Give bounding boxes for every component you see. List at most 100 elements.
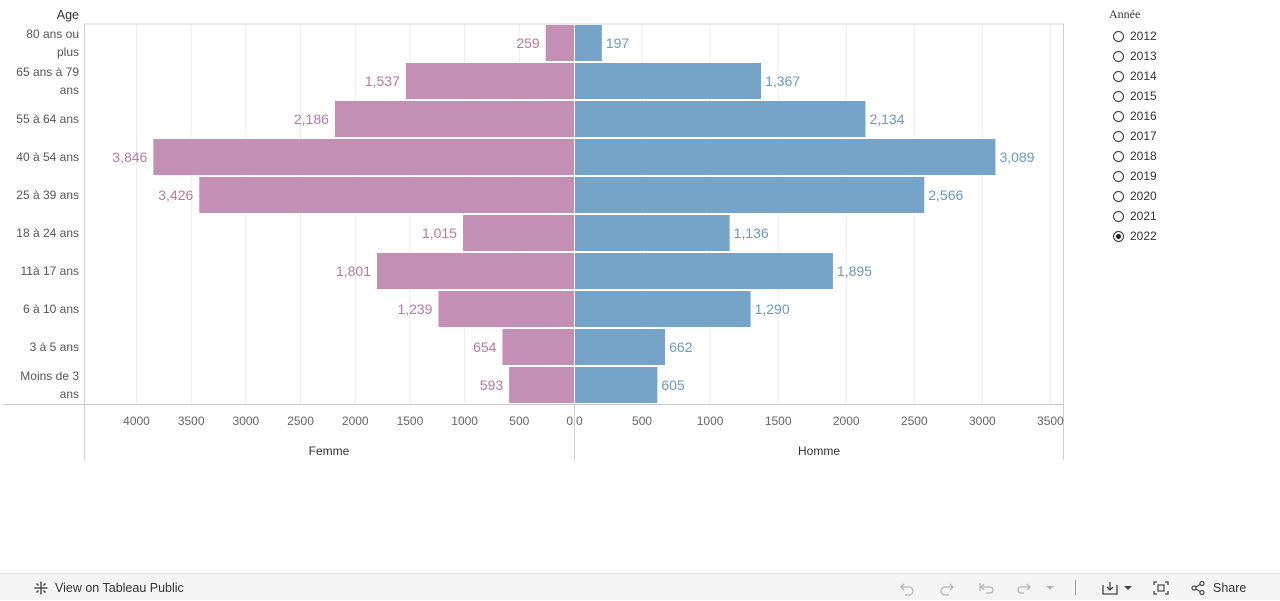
radio-icon[interactable] <box>1113 110 1124 122</box>
radio-icon[interactable] <box>1113 170 1124 182</box>
tableau-toolbar: View on Tableau Public Share <box>0 573 1280 600</box>
data-label-femme: 1,537 <box>365 73 400 89</box>
data-label-femme: 1,015 <box>422 225 457 241</box>
radio-icon[interactable] <box>1113 190 1124 202</box>
radio-icon[interactable] <box>1113 90 1124 102</box>
data-label-homme: 1,367 <box>765 73 800 89</box>
radio-icon[interactable] <box>1113 230 1124 242</box>
x-tick-label-homme: 0 <box>576 414 583 428</box>
bar-homme <box>575 177 925 213</box>
year-option-2018[interactable]: 2018 <box>1109 146 1269 166</box>
year-option-label: 2018 <box>1130 149 1157 163</box>
data-label-homme: 605 <box>661 377 685 393</box>
view-on-tableau-public-link[interactable]: View on Tableau Public <box>33 574 184 601</box>
year-option-2015[interactable]: 2015 <box>1109 86 1269 106</box>
share-button[interactable]: Share <box>1190 574 1246 601</box>
category-label: 40 à 54 ans <box>16 150 79 164</box>
data-label-femme: 1,239 <box>397 301 432 317</box>
radio-icon[interactable] <box>1113 130 1124 142</box>
download-icon <box>1102 581 1118 595</box>
bar-femme <box>377 253 574 289</box>
redo-icon <box>940 583 954 596</box>
undo-button[interactable] <box>899 574 915 601</box>
category-label: 25 à 39 ans <box>16 188 79 202</box>
revert-button[interactable] <box>978 574 996 601</box>
year-option-label: 2016 <box>1130 109 1157 123</box>
year-option-2014[interactable]: 2014 <box>1109 66 1269 86</box>
radio-icon[interactable] <box>1113 50 1124 62</box>
bar-femme <box>509 367 574 403</box>
refresh-icon <box>1017 583 1031 594</box>
pause-dropdown-button[interactable] <box>1045 574 1055 601</box>
row-header-age: Age <box>57 8 79 22</box>
x-tick-label-femme: 2500 <box>287 414 314 428</box>
data-label-femme: 3,846 <box>112 149 147 165</box>
category-label: 55 à 64 ans <box>16 112 79 126</box>
bar-homme <box>575 367 658 403</box>
year-option-2021[interactable]: 2021 <box>1109 206 1269 226</box>
x-tick-label-femme: 3500 <box>178 414 205 428</box>
radio-icon[interactable] <box>1113 30 1124 42</box>
data-label-homme: 1,290 <box>755 301 790 317</box>
year-option-label: 2013 <box>1130 49 1157 63</box>
data-label-homme: 3,089 <box>999 149 1034 165</box>
bar-femme <box>153 139 574 175</box>
category-label: Moins de 3 <box>20 369 79 383</box>
year-option-2022[interactable]: 2022 <box>1109 226 1269 246</box>
year-option-label: 2022 <box>1130 229 1157 243</box>
data-label-femme: 593 <box>480 377 504 393</box>
category-label: 3 à 5 ans <box>30 340 79 354</box>
x-tick-label-femme: 3000 <box>233 414 260 428</box>
data-label-femme: 3,426 <box>158 187 193 203</box>
year-option-2012[interactable]: 2012 <box>1109 26 1269 46</box>
radio-icon[interactable] <box>1113 210 1124 222</box>
x-axis-title-homme: Homme <box>798 444 840 458</box>
undo-icon <box>900 583 914 596</box>
year-option-2017[interactable]: 2017 <box>1109 126 1269 146</box>
year-option-2013[interactable]: 2013 <box>1109 46 1269 66</box>
category-label: ans <box>60 83 79 97</box>
data-label-homme: 1,136 <box>734 225 769 241</box>
year-option-label: 2012 <box>1130 29 1157 43</box>
radio-icon[interactable] <box>1113 70 1124 82</box>
radio-icon[interactable] <box>1113 150 1124 162</box>
download-button[interactable] <box>1101 574 1133 601</box>
data-label-femme: 1,801 <box>336 263 371 279</box>
x-tick-label-homme: 2500 <box>901 414 928 428</box>
category-label: 65 ans à 79 <box>16 65 79 79</box>
category-label: 80 ans ou <box>26 27 79 41</box>
bar-femme <box>502 329 574 365</box>
year-option-2016[interactable]: 2016 <box>1109 106 1269 126</box>
year-option-label: 2021 <box>1130 209 1157 223</box>
fullscreen-button[interactable] <box>1152 574 1170 601</box>
data-label-femme: 654 <box>473 339 497 355</box>
x-tick-label-femme: 0 <box>566 414 573 428</box>
redo-button[interactable] <box>939 574 955 601</box>
year-filter: Année 2012 2013 2014 2015 2016 2017 2018 2019 20… <box>1109 6 1269 246</box>
revert-icon <box>979 582 994 594</box>
category-label: 11à 17 ans <box>21 264 80 278</box>
year-option-2020[interactable]: 2020 <box>1109 186 1269 206</box>
year-option-label: 2014 <box>1130 69 1157 83</box>
year-option-label: 2017 <box>1130 129 1157 143</box>
bar-femme <box>334 101 574 137</box>
category-label: 18 à 24 ans <box>16 226 79 240</box>
refresh-button[interactable] <box>1015 574 1033 601</box>
x-tick-label-femme: 1000 <box>451 414 478 428</box>
year-option-label: 2020 <box>1130 189 1157 203</box>
bar-homme <box>575 253 833 289</box>
population-pyramid-chart: Age 80 ans ou plus 259 197 65 ans à 79 ans 1,53… <box>4 8 1064 460</box>
year-option-label: 2015 <box>1130 89 1157 103</box>
x-tick-label-homme: 1000 <box>697 414 724 428</box>
bar-homme <box>575 25 602 61</box>
category-label: ans <box>60 387 79 401</box>
chevron-down-icon <box>1124 585 1132 590</box>
bar-femme <box>462 215 574 251</box>
year-option-2019[interactable]: 2019 <box>1109 166 1269 186</box>
view-on-tableau-public-label: View on Tableau Public <box>55 580 184 595</box>
bar-homme <box>575 139 996 175</box>
share-icon <box>1191 580 1205 595</box>
bar-homme <box>575 291 751 327</box>
data-label-homme: 2,566 <box>928 187 963 203</box>
category-label: 6 à 10 ans <box>23 302 79 316</box>
